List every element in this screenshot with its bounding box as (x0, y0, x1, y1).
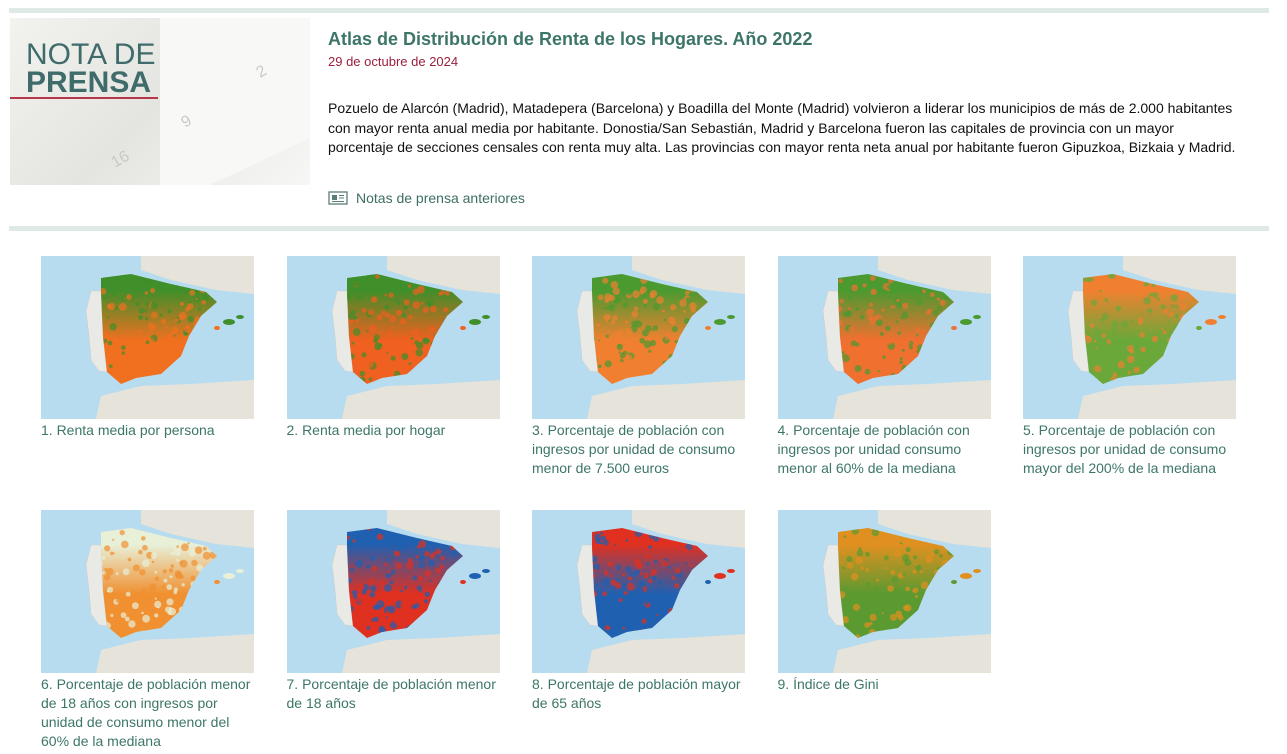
date: 29 de octubre de 2024 (328, 54, 459, 69)
map-thumbnail (41, 510, 254, 673)
map-caption[interactable]: 5. Porcentaje de población con ingresos … (1023, 422, 1227, 476)
news-icon (328, 191, 348, 205)
map-card[interactable]: 8. Porcentaje de población mayor de 65 a… (532, 510, 747, 713)
logo-rule (10, 97, 158, 99)
map-caption[interactable]: 9. Índice de Gini (777, 676, 879, 692)
map-card[interactable]: 7. Porcentaje de población menor de 18 a… (286, 510, 502, 713)
map-caption[interactable]: 6. Porcentaje de población menor de 18 a… (41, 676, 251, 749)
link-text[interactable]: Notas de prensa anteriores (356, 190, 525, 206)
map-card[interactable]: 6. Porcentaje de población menor de 18 a… (41, 510, 256, 751)
map-caption[interactable]: 1. Renta media por persona (41, 422, 215, 438)
map-caption[interactable]: 4. Porcentaje de población con ingresos … (777, 422, 970, 476)
logo-text: PRENSA (26, 66, 152, 99)
map-card[interactable]: 4. Porcentaje de población con ingresos … (777, 256, 993, 478)
map-card[interactable]: 2. Renta media por hogar (286, 256, 502, 440)
summary: Pozuelo de Alarcón (Madrid), Matadepera … (328, 100, 1236, 155)
logo: 2 9 16 NOTA DE PRENSA (10, 18, 310, 185)
previous-releases-link[interactable]: Notas de prensa anteriores (328, 190, 525, 206)
svg-text:16: 16 (109, 148, 133, 172)
map-caption[interactable]: 3. Porcentaje de población con ingresos … (532, 422, 736, 476)
map-card[interactable]: 9. Índice de Gini (777, 510, 993, 694)
map-thumbnail (532, 510, 745, 673)
map-thumbnail (777, 510, 991, 673)
map-thumbnail (41, 256, 254, 419)
map-card[interactable]: 1. Renta media por persona (41, 256, 256, 440)
map-card[interactable]: 3. Porcentaje de población con ingresos … (532, 256, 747, 478)
map-thumbnail (286, 510, 500, 673)
title: Atlas de Distribución de Renta de los Ho… (328, 29, 813, 49)
logo-background: 2 9 16 (109, 18, 310, 185)
map-thumbnail (532, 256, 745, 419)
map-caption[interactable]: 2. Renta media por hogar (286, 422, 446, 438)
map-card[interactable]: 5. Porcentaje de población con ingresos … (1023, 256, 1238, 478)
logo-text: NOTA DE (26, 38, 156, 71)
bottom-border (9, 226, 1269, 231)
map-caption[interactable]: 7. Porcentaje de población menor de 18 a… (286, 676, 496, 711)
map-thumbnail (1023, 256, 1236, 419)
top-border (9, 8, 1269, 13)
map-caption[interactable]: 8. Porcentaje de población mayor de 65 a… (532, 676, 741, 711)
map-thumbnail (286, 256, 500, 419)
map-thumbnail (777, 256, 991, 419)
